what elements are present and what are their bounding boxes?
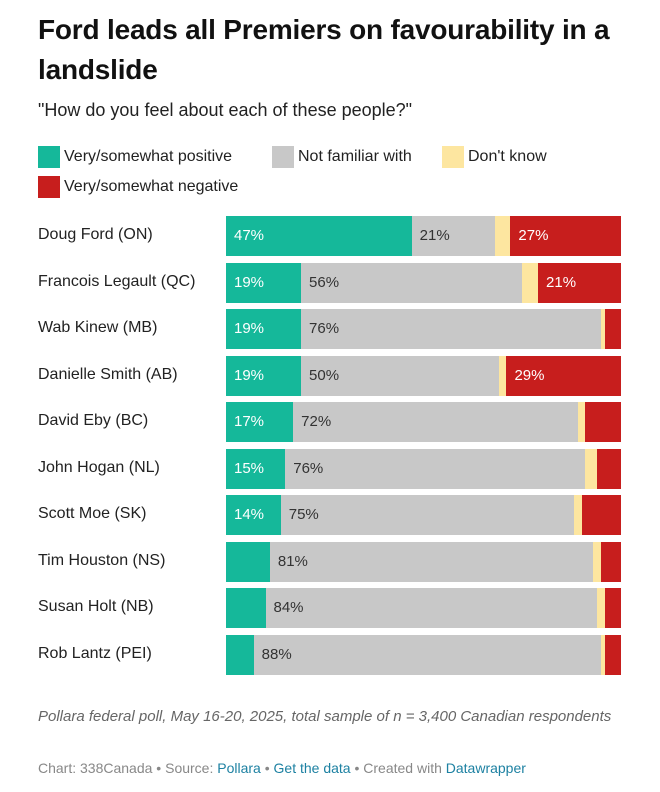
bar-value-label: 15% xyxy=(234,459,265,477)
footer-separator: • xyxy=(152,760,166,776)
bar-segment xyxy=(522,262,539,303)
bar-value-label: 29% xyxy=(514,366,545,384)
category-label: Danielle Smith (AB) xyxy=(38,365,178,383)
bar-segment xyxy=(293,402,578,442)
bar-segment xyxy=(577,402,586,442)
bar-value-label: 19% xyxy=(234,273,265,291)
chart-subtitle: "How do you feel about each of these peo… xyxy=(38,100,413,120)
bar-segment xyxy=(301,262,523,303)
footer-separator: • xyxy=(260,760,274,776)
bar-value-label: 75% xyxy=(288,506,319,523)
bar-value-label: 14% xyxy=(234,506,265,523)
bar-segment xyxy=(301,355,499,396)
legend-swatch-dont-know xyxy=(442,146,464,168)
category-label: David Eby (BC) xyxy=(38,412,149,429)
bar-segment xyxy=(585,402,621,442)
bar-segment xyxy=(226,448,286,489)
legend-swatch-positive xyxy=(38,146,60,168)
bar-segment xyxy=(510,216,621,256)
bar-segment xyxy=(226,309,302,349)
bar-segment xyxy=(226,541,270,582)
bar-value-label: 19% xyxy=(234,320,265,337)
bar-value-label: 27% xyxy=(518,227,549,244)
bar-segment xyxy=(411,216,495,256)
category-label: Tim Houston (NS) xyxy=(38,551,166,569)
bar-value-label: 81% xyxy=(277,552,308,570)
footer-chart-credit: Chart: 338Canada xyxy=(38,760,153,776)
bar-segment xyxy=(601,634,606,675)
bar-segment xyxy=(226,588,266,628)
bar-segment xyxy=(597,588,606,628)
category-label: Doug Ford (ON) xyxy=(38,226,153,243)
bar-segment xyxy=(265,588,598,628)
bar-segment xyxy=(597,448,621,489)
bar-segment xyxy=(498,355,507,396)
bar-segment xyxy=(226,402,294,442)
bar-segment xyxy=(581,495,621,535)
footer-datawrapper-link[interactable]: Datawrapper xyxy=(445,760,526,776)
bar-value-label: 84% xyxy=(273,599,304,616)
bar-segment xyxy=(226,262,302,303)
bar-value-label: 88% xyxy=(261,645,292,663)
bar-value-label: 21% xyxy=(419,227,450,244)
bar-value-label: 56% xyxy=(309,273,340,291)
bar-value-label: 17% xyxy=(234,413,265,430)
bar-segment xyxy=(605,634,621,675)
category-label: Wab Kinew (MB) xyxy=(38,319,158,336)
chart-footer: Chart: 338Canada • Source: Pollara • Get… xyxy=(38,760,526,776)
bar-segment xyxy=(506,355,621,396)
bar-segment xyxy=(601,309,606,349)
bar-segment xyxy=(585,448,598,489)
legend-item-not-familiar: Not familiar with xyxy=(272,146,412,168)
legend-swatch-negative xyxy=(38,176,60,198)
bar-segment xyxy=(269,541,594,582)
bar-segment xyxy=(593,541,602,582)
footer-get-data-link[interactable]: Get the data xyxy=(273,760,351,776)
legend-label-dont-know: Don't know xyxy=(468,148,547,165)
category-label: Scott Moe (SK) xyxy=(38,505,147,522)
bar-segment xyxy=(226,495,281,535)
bar-value-label: 76% xyxy=(293,459,324,477)
bar-value-label: 50% xyxy=(309,366,340,384)
chart-title: Ford leads all Premiers on favourability… xyxy=(38,14,610,85)
category-label: Rob Lantz (PEI) xyxy=(38,644,152,662)
footer-source-link[interactable]: Pollara xyxy=(217,760,261,776)
bar-value-label: 21% xyxy=(546,273,577,291)
bar-segment xyxy=(601,541,621,582)
legend-label-negative: Very/somewhat negative xyxy=(64,178,239,195)
bar-segment xyxy=(301,309,602,349)
bar-segment xyxy=(538,262,621,303)
bar-segment xyxy=(226,216,412,256)
bar-segment xyxy=(605,588,621,628)
category-label: Francois Legault (QC) xyxy=(38,272,196,290)
footer-created-label: Created with xyxy=(363,760,446,776)
bar-segment xyxy=(253,634,602,675)
legend-swatch-not-familiar xyxy=(272,146,294,168)
bar-segment xyxy=(226,634,254,675)
legend-item-negative: Very/somewhat negative xyxy=(38,176,238,198)
footer-source-label: Source: xyxy=(165,760,218,776)
bar-segment xyxy=(226,355,302,396)
bar-value-label: 72% xyxy=(301,413,332,430)
bar-segment xyxy=(605,309,621,349)
footer-separator: • xyxy=(350,760,364,776)
bar-segment xyxy=(574,495,582,535)
bar-value-label: 76% xyxy=(309,320,340,337)
bar-segment xyxy=(285,448,586,489)
bar-segment xyxy=(494,216,511,256)
bar-value-label: 47% xyxy=(234,227,265,244)
category-label: Susan Holt (NB) xyxy=(38,598,154,615)
legend-label-not-familiar: Not familiar with xyxy=(298,148,412,165)
legend-item-dont-know: Don't know xyxy=(442,146,547,168)
bar-segment xyxy=(280,495,575,535)
chart-note: Pollara federal poll, May 16-20, 2025, t… xyxy=(38,708,612,725)
legend-item-positive: Very/somewhat positive xyxy=(38,146,232,168)
legend-label-positive: Very/somewhat positive xyxy=(64,148,233,165)
bar-value-label: 19% xyxy=(234,366,265,384)
category-label: John Hogan (NL) xyxy=(38,458,160,476)
